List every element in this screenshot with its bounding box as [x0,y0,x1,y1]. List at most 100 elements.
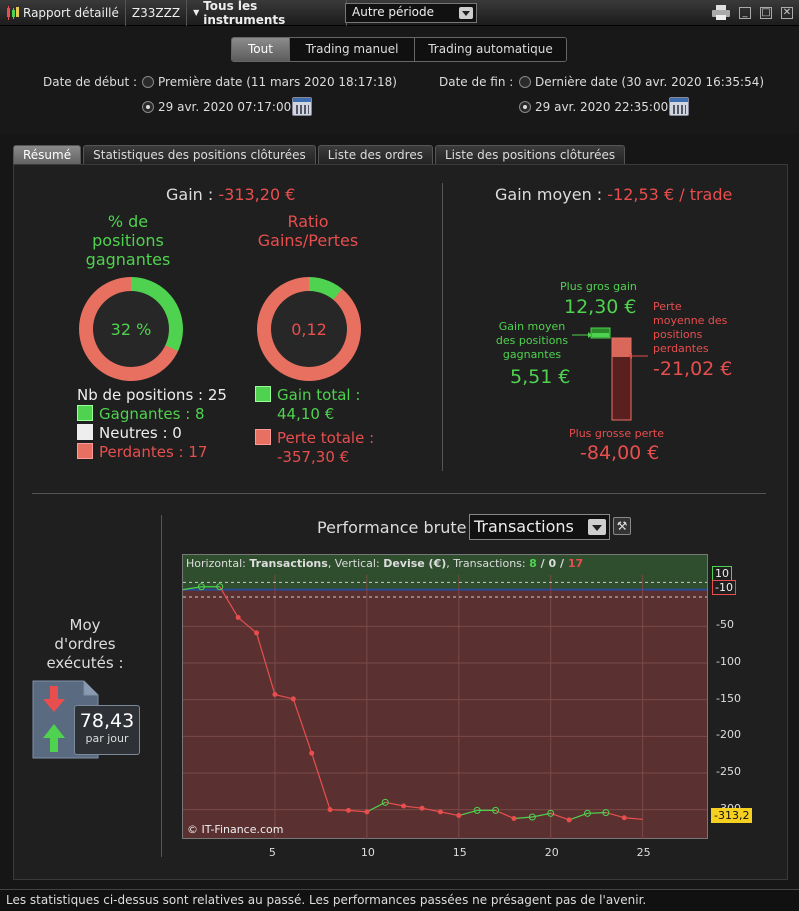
series-segment [403,805,423,809]
win-rate-value: 32 % [93,291,169,367]
data-point [401,803,407,809]
losing-count: Perdantes : 17 [99,443,208,461]
segment-automatic[interactable]: Trading automatique [415,38,566,61]
data-point [290,696,296,702]
period-dropdown[interactable]: Autre période [345,3,477,23]
ratio-title: Ratio Gains/Pertes [240,212,376,250]
avg-losing-label-line: perdantes [653,342,709,355]
zero-line [183,588,707,591]
orders-value-box: 78,43 par jour [74,705,140,755]
segment-manual[interactable]: Trading manuel [290,38,415,61]
chart-divider [161,515,162,857]
ratio-title-line: Ratio [287,212,329,231]
minimize-button[interactable]: _ [739,6,751,19]
red-square-icon [255,429,271,445]
start-date-label: Date de début : [43,75,138,89]
chart-header-losses: 17 [567,557,584,570]
end-calendar-icon[interactable] [669,97,689,116]
chevron-down-icon [592,525,602,531]
report-tabs: Résumé Statistiques des positions clôtur… [13,145,626,164]
maximize-button[interactable]: □ [760,6,772,19]
data-point [583,809,591,817]
tab-closed-stats[interactable]: Statistiques des positions clôturées [83,145,316,164]
chart-header-text: Horizontal: [186,557,246,570]
data-point [254,630,260,636]
performance-metric-value: Transactions [474,517,574,536]
data-point [456,813,462,819]
chart-header-text: , Vertical: [327,557,380,570]
chart-header-vertical: Devise (€) [383,557,447,570]
start-calendar-icon[interactable] [292,97,312,116]
series-segment [255,632,276,695]
segment-tout[interactable]: Tout [232,38,290,61]
report-menu[interactable]: Rapport détaillé [0,0,126,26]
series-segment [311,753,331,810]
avg-winning-label-line: Gain moyen [498,320,566,333]
tab-closed-positions[interactable]: Liste des positions clôturées [434,145,626,164]
biggest-gain-value: 12,30 € [564,296,637,318]
totals-legend: Gain total : 44,10 € Perte totale : -357… [255,386,374,467]
data-point [473,806,481,814]
series-segment [330,809,349,811]
instruments-selector[interactable]: ▼ Tous les instruments [187,0,348,27]
series-segment [440,811,459,817]
data-point [621,815,627,821]
data-point [566,817,572,823]
avg-gain-value: -12,53 € / trade [607,185,733,204]
data-point [309,750,315,756]
total-loss-value: -357,30 € [277,448,350,466]
x-tick-label: 10 [360,846,375,859]
avg-losing-value: -21,02 € [653,358,733,380]
close-button[interactable]: ✕ [781,6,793,19]
data-point [197,583,205,591]
losing-row: Perdantes : 17 [77,443,227,462]
ratio-value: 0,12 [271,291,347,367]
ratio-title-line: Gains/Pertes [257,231,359,250]
instruments-label: Tous les instruments [203,0,286,27]
end-custom-radio[interactable] [519,101,531,113]
report-label: Rapport détaillé [23,5,119,20]
data-point [547,809,555,817]
y-tick-label: -150 [716,691,741,705]
series-segment [219,586,239,618]
ratio-donut: 0,12 [257,277,361,381]
chart-header-separator: / [556,557,568,570]
trading-mode-segmented: Tout Trading manuel Trading automatique [231,37,567,62]
chart-header-wins: 8 [529,557,537,570]
performance-metric-select[interactable]: Transactions [469,514,610,540]
gain-summary: Gain : -313,20 € [166,185,295,204]
avg-losing-label-line: Perte [653,300,682,313]
horizontal-divider [32,493,766,494]
x-tick-label: 25 [636,846,651,859]
data-point [419,805,425,811]
wrench-icon[interactable]: ⚒ [613,517,631,535]
data-point [602,809,610,817]
tab-resume[interactable]: Résumé [13,145,82,164]
start-first-radio[interactable] [142,76,154,88]
win-rate-title-line: gagnantes [85,250,171,269]
avg-gain-summary: Gain moyen : -12,53 € / trade [495,185,732,204]
series-segment [624,817,643,820]
data-point [437,809,443,815]
green-square-icon [255,386,271,402]
x-tick-label: 20 [544,846,559,859]
print-icon[interactable] [712,5,730,20]
red-square-icon [77,443,93,459]
start-custom-radio[interactable] [142,101,154,113]
account-selector[interactable]: Z33ZZZ [126,0,188,26]
tab-orders[interactable]: Liste des ordres [317,145,433,164]
end-date-label: Date de fin : [439,75,514,89]
series-segment [292,698,313,754]
end-last-radio[interactable] [519,76,531,88]
y-tick-label: -250 [716,765,741,778]
neutral-row: Neutres : 0 [77,424,227,443]
disclaimer: Les statistiques ci-dessus sont relative… [0,889,799,911]
x-tick-label: 5 [268,846,276,859]
ref-high-tag: 10 [712,566,732,581]
avg-winning-label-line: gagnantes [502,348,562,361]
orders-label: Moy d'ordres exécutés : [40,616,130,673]
data-point [345,807,351,813]
candlestick-icon [7,5,19,20]
total-gain-value: 44,10 € [277,405,335,423]
winning-count: Gagnantes : 8 [99,405,205,423]
